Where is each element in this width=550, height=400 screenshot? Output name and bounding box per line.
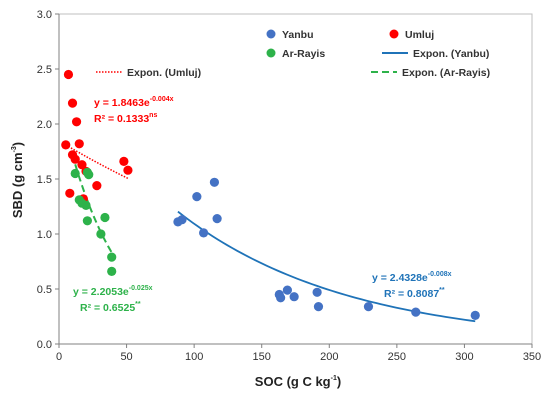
y-tick-label: 0.0	[37, 339, 52, 351]
x-tick-label: 200	[320, 351, 338, 363]
y-axis-title: SBD (g cm-3)	[10, 142, 25, 218]
annotation-umluj-r2-base: R² = 0.1333	[94, 113, 149, 125]
point-yanbu	[289, 292, 299, 302]
x-tick-label: 300	[455, 351, 473, 363]
legend-label-umluj: Umluj	[405, 29, 434, 41]
y-tick-label: 3.0	[37, 9, 52, 21]
point-yanbu	[312, 287, 322, 297]
annotation-yanbu-equation: y = 2.4328e-0.008x	[372, 271, 452, 284]
point-umluj	[74, 139, 84, 149]
point-umluj	[77, 160, 87, 170]
annotation-umluj-eq-exp: -0.004x	[150, 96, 174, 103]
data-points	[61, 69, 480, 320]
y-tick-label: 2.0	[37, 119, 52, 131]
point-umluj	[123, 165, 133, 175]
annotation-ar-rayis-r2-base: R² = 0.6525	[80, 302, 135, 314]
point-yanbu	[470, 310, 480, 320]
point-umluj	[119, 156, 129, 166]
point-ar-rayis	[70, 168, 80, 179]
point-yanbu	[282, 285, 292, 295]
point-umluj	[67, 98, 78, 108]
point-yanbu	[313, 302, 324, 312]
point-umluj	[63, 69, 74, 80]
point-yanbu	[363, 302, 374, 312]
point-ar-rayis	[107, 266, 117, 276]
point-ar-rayis	[82, 216, 92, 226]
x-axis-title-sup: -1	[331, 375, 337, 382]
annotation-ar-rayis-r2-sup: **	[135, 301, 141, 308]
legend-label-ar-rayis: Ar-Rayis	[282, 48, 325, 60]
x-tick-label: 350	[523, 351, 541, 363]
point-umluj	[61, 140, 71, 150]
point-yanbu	[276, 293, 286, 303]
annotation-yanbu-eq-exp: -0.008x	[428, 271, 452, 278]
y-axis-title-close: )	[10, 142, 25, 146]
x-tick-label: 250	[388, 351, 406, 363]
legend-label-ar-rayis-expon: Expon. (Ar-Rayis)	[402, 67, 490, 79]
point-umluj	[70, 154, 80, 164]
y-axis-title-main: SBD (g cm	[10, 152, 25, 218]
point-yanbu	[212, 214, 222, 224]
y-tick-label: 1.5	[37, 174, 52, 186]
annotation-yanbu-r2-sup: **	[439, 287, 445, 294]
point-yanbu	[177, 215, 187, 225]
annotation-umluj-r2: R² = 0.1333ns	[94, 112, 157, 125]
annotation-ar-rayis-eq-exp: -0.025x	[129, 285, 153, 292]
annotation-yanbu-r2-base: R² = 0.8087	[384, 288, 439, 300]
annotation-umluj: y = 1.8463e-0.004x R² = 0.1333ns	[94, 96, 174, 125]
point-umluj	[65, 188, 75, 198]
annotation-umluj-r2-sup: ns	[149, 112, 157, 119]
point-yanbu	[411, 307, 421, 317]
annotation-yanbu: y = 2.4328e-0.008x R² = 0.8087**	[372, 271, 452, 300]
point-yanbu	[192, 192, 202, 202]
axes: 0 50 100 150 200 250 300 350 0.0 0.5 1.0 1.5 2.0 2.5 3…	[37, 9, 541, 363]
annotation-ar-rayis-eq-base: y = 2.2053e	[73, 286, 129, 298]
annotation-umluj-eq-base: y = 1.8463e	[94, 97, 150, 109]
point-umluj	[71, 117, 82, 127]
point-umluj	[92, 181, 102, 191]
annotation-umluj-equation: y = 1.8463e-0.004x	[94, 96, 174, 109]
legend-marker-umluj	[389, 29, 399, 39]
annotation-ar-rayis-r2: R² = 0.6525**	[80, 301, 141, 314]
point-ar-rayis	[96, 229, 106, 239]
legend: Yanbu Umluj Ar-Rayis Expon. (Yanbu) Expo…	[96, 29, 490, 79]
annotation-yanbu-eq-base: y = 2.4328e	[372, 272, 428, 284]
y-axis-title-sup: -3	[11, 146, 18, 152]
y-tick-label: 1.0	[37, 229, 52, 241]
x-tick-label: 150	[253, 351, 271, 363]
point-ar-rayis	[84, 170, 94, 180]
annotation-ar-rayis: y = 2.2053e-0.025x R² = 0.6525**	[73, 285, 153, 314]
point-yanbu	[209, 177, 220, 187]
x-axis-title: SOC (g C kg-1)	[255, 374, 341, 389]
annotation-ar-rayis-equation: y = 2.2053e-0.025x	[73, 285, 153, 298]
trendline-expon-ar-rayis	[74, 163, 113, 254]
trendline-expon-yanbu	[177, 210, 476, 323]
annotation-yanbu-r2: R² = 0.8087**	[384, 287, 445, 300]
y-tick-label: 0.5	[37, 284, 52, 296]
x-tick-label: 50	[120, 351, 132, 363]
x-tick-label: 0	[56, 351, 62, 363]
x-axis-title-main: SOC (g C kg	[255, 374, 331, 389]
y-tick-label: 2.5	[37, 64, 52, 76]
legend-label-yanbu-expon: Expon. (Yanbu)	[413, 48, 489, 60]
legend-label-yanbu: Yanbu	[282, 29, 314, 41]
x-axis-title-close: )	[337, 374, 341, 389]
point-yanbu	[199, 228, 209, 238]
trendlines	[65, 144, 476, 323]
x-tick-label: 100	[185, 351, 203, 363]
legend-marker-yanbu	[266, 29, 276, 39]
point-ar-rayis	[81, 200, 91, 210]
legend-marker-ar-rayis	[266, 48, 276, 58]
point-ar-rayis	[107, 252, 117, 262]
point-ar-rayis	[100, 212, 110, 223]
legend-label-umluj-expon: Expon. (Umluj)	[127, 67, 201, 79]
